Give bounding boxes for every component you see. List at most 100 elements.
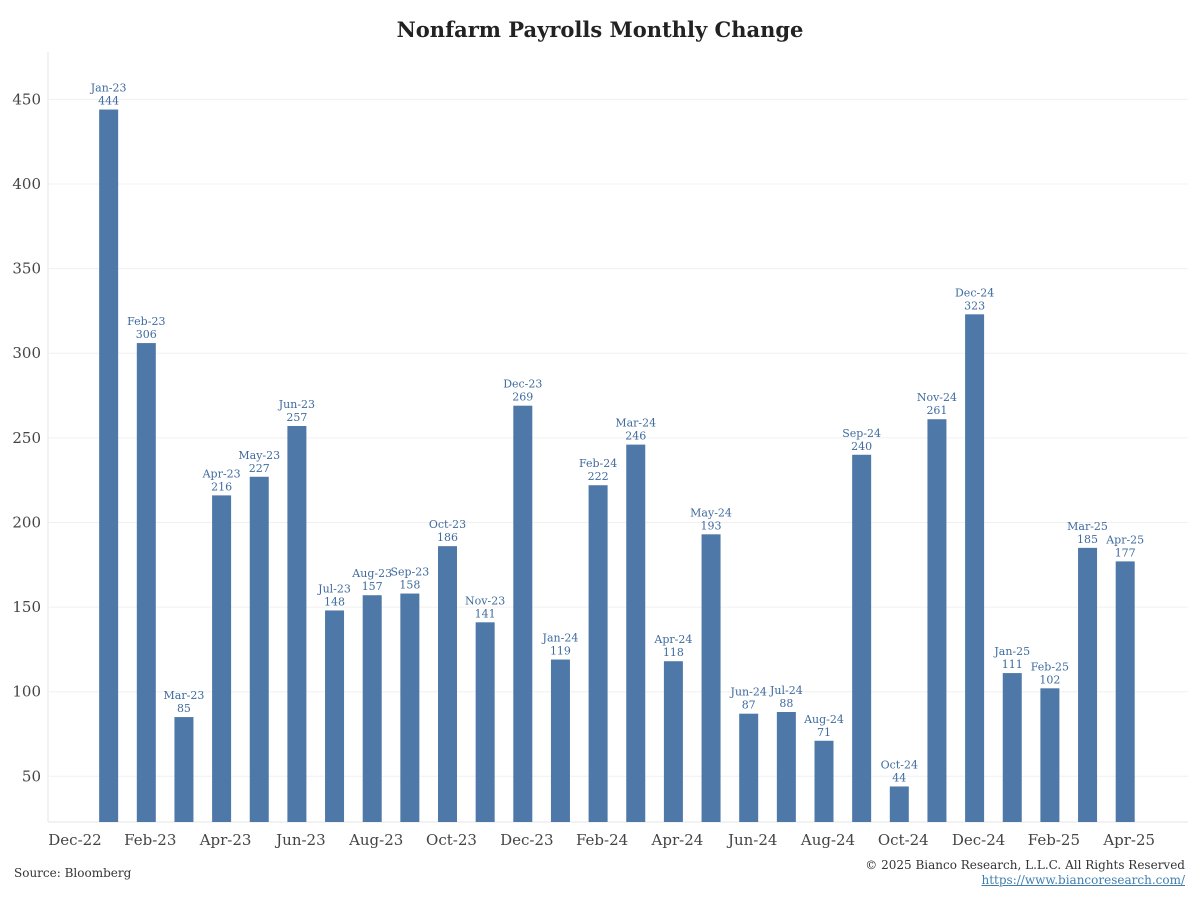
- data-label-month: Jan-23: [90, 82, 127, 95]
- bar: [927, 419, 947, 822]
- y-axis: 50 100 150 200 250 300 350 400 450: [12, 90, 41, 785]
- x-tick-label: Dec-22: [48, 831, 101, 849]
- data-label-value: 444: [98, 95, 119, 108]
- data-label-month: Dec-24: [955, 286, 994, 299]
- data-label-value: 141: [475, 607, 496, 620]
- data-label-month: Aug-23: [351, 567, 392, 580]
- data-label-month: Oct-24: [881, 758, 918, 771]
- data-label-value: 157: [362, 580, 383, 593]
- data-label-value: 222: [588, 470, 609, 483]
- x-tick-label: Aug-23: [348, 831, 403, 849]
- y-tick-label: 50: [22, 767, 41, 785]
- bar: [287, 426, 307, 822]
- bar: [965, 314, 985, 822]
- data-label-month: Sep-23: [390, 566, 429, 579]
- bar: [1115, 561, 1135, 822]
- x-tick-label: Apr-25: [1102, 831, 1155, 849]
- data-label-value: 246: [625, 430, 646, 443]
- data-label-month: Feb-25: [1031, 660, 1069, 673]
- data-label-value: 111: [1002, 658, 1023, 671]
- bar: [1002, 673, 1022, 822]
- x-axis: Dec-22 Feb-23 Apr-23 Jun-23 Aug-23 Oct-23 Dec-…: [48, 831, 1155, 849]
- bar: [588, 485, 608, 822]
- x-tick-label: Dec-24: [952, 831, 1005, 849]
- source-note: Source: Bloomberg: [14, 866, 132, 880]
- data-label-value: 44: [892, 771, 906, 784]
- chart-title: Nonfarm Payrolls Monthly Change: [397, 17, 804, 42]
- bar: [249, 476, 269, 822]
- y-tick-label: 200: [12, 513, 41, 531]
- data-label-month: Jun-23: [278, 398, 315, 411]
- website-link[interactable]: https://www.biancoresearch.com/: [981, 873, 1185, 887]
- data-label-month: Jul-24: [769, 684, 803, 697]
- data-label-month: Feb-23: [127, 315, 165, 328]
- bar: [852, 454, 872, 822]
- x-tick-label: Jun-23: [274, 831, 326, 849]
- data-label-value: 148: [324, 595, 345, 608]
- data-label-month: Feb-24: [579, 457, 617, 470]
- bar: [739, 713, 759, 822]
- data-label-value: 323: [964, 299, 985, 312]
- x-tick-label: Apr-24: [651, 831, 704, 849]
- data-label-value: 118: [663, 646, 684, 659]
- x-tick-label: Feb-25: [1028, 831, 1080, 849]
- bar: [438, 546, 457, 822]
- y-tick-label: 400: [12, 175, 41, 193]
- data-label-value: 185: [1077, 533, 1098, 546]
- data-label-value: 240: [851, 440, 872, 453]
- data-label-month: Sep-24: [842, 427, 881, 440]
- bar: [626, 444, 646, 822]
- data-label-month: Jun-24: [730, 686, 767, 699]
- data-label-month: Oct-23: [429, 518, 466, 531]
- data-label-month: Apr-25: [1105, 533, 1144, 546]
- data-label-month: Apr-24: [653, 633, 692, 646]
- data-label-value: 88: [779, 697, 793, 710]
- data-label-month: Jul-23: [317, 582, 351, 595]
- data-label-value: 71: [817, 726, 831, 739]
- y-tick-label: 250: [12, 429, 41, 447]
- bars: [99, 109, 1135, 823]
- bar: [212, 495, 232, 822]
- bar: [99, 109, 119, 823]
- data-label-value: 269: [512, 391, 533, 404]
- data-label-month: Nov-24: [917, 391, 957, 404]
- y-tick-label: 150: [12, 598, 41, 616]
- bar: [325, 610, 345, 822]
- data-label-month: Dec-23: [503, 378, 542, 391]
- x-tick-label: Apr-23: [199, 831, 252, 849]
- x-tick-label: Feb-24: [576, 831, 628, 849]
- data-label-value: 102: [1039, 673, 1060, 686]
- data-label-month: May-24: [690, 506, 732, 519]
- bar: [136, 343, 156, 822]
- bar: [663, 661, 683, 822]
- y-tick-label: 300: [12, 344, 41, 362]
- y-tick-label: 350: [12, 260, 41, 278]
- bar: [889, 786, 909, 822]
- data-label-value: 87: [742, 699, 756, 712]
- data-label-month: Aug-24: [803, 713, 844, 726]
- data-label-value: 227: [249, 462, 270, 475]
- bar: [400, 593, 420, 822]
- data-label-value: 216: [211, 480, 232, 493]
- data-label-month: May-23: [238, 449, 280, 462]
- data-label-month: Mar-25: [1067, 520, 1108, 533]
- x-tick-label: Oct-23: [426, 831, 477, 849]
- bar: [701, 534, 721, 822]
- data-label-month: Mar-24: [615, 417, 656, 430]
- data-label-value: 177: [1115, 546, 1136, 559]
- bar: [1078, 547, 1098, 822]
- bar-chart: Nonfarm Payrolls Monthly Change 50 100 150…: [12, 17, 1188, 849]
- x-tick-label: Jun-24: [726, 831, 778, 849]
- data-label-value: 158: [399, 579, 420, 592]
- bar: [513, 405, 533, 822]
- data-label-month: Jan-25: [993, 645, 1030, 658]
- data-label-value: 119: [550, 645, 571, 658]
- data-label-month: Mar-23: [164, 689, 205, 702]
- data-label-value: 193: [701, 519, 722, 532]
- data-label-value: 257: [286, 411, 307, 424]
- bar: [776, 712, 796, 822]
- data-label-value: 261: [926, 404, 947, 417]
- data-label-value: 85: [177, 702, 191, 715]
- y-tick-label: 100: [12, 683, 41, 701]
